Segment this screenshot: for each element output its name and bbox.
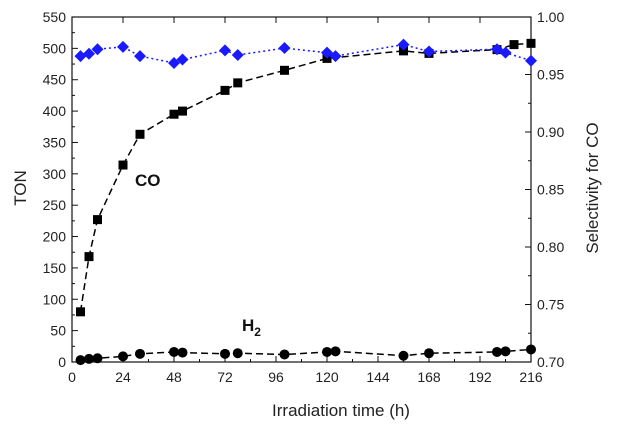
y-tick-label: 100 bbox=[43, 291, 67, 307]
series-line-co bbox=[79, 42, 532, 312]
x-axis-title: Irradiation time (h) bbox=[272, 401, 410, 420]
y2-tick-label: 0.90 bbox=[537, 124, 564, 140]
data-point-co bbox=[169, 109, 179, 119]
data-point-selectivity-for-co bbox=[525, 54, 537, 67]
data-point-h2 bbox=[500, 346, 511, 357]
series-selectivity-for-co bbox=[74, 38, 537, 69]
x-tick-label: 96 bbox=[268, 369, 284, 385]
data-point-selectivity-for-co bbox=[231, 48, 244, 61]
data-point-h2 bbox=[492, 346, 502, 357]
x-tick-label: 216 bbox=[519, 369, 543, 385]
y2-tick-label: 0.95 bbox=[537, 67, 564, 83]
data-point-selectivity-for-co bbox=[423, 45, 435, 58]
data-point-h2 bbox=[118, 351, 128, 362]
data-point-h2 bbox=[279, 349, 290, 360]
axis-ticks: 0 24 48 72 96 120 144 168 192 216 0 50 100 150 200 250 3… bbox=[43, 9, 565, 385]
y-tick-label: 400 bbox=[43, 103, 67, 119]
data-point-selectivity-for-co bbox=[176, 53, 189, 66]
y-tick-label: 500 bbox=[43, 40, 67, 56]
data-point-selectivity-for-co bbox=[134, 50, 146, 63]
data-point-co bbox=[509, 40, 519, 50]
data-point-co bbox=[76, 307, 85, 317]
data-point-selectivity-for-co bbox=[278, 42, 291, 55]
x-tick-label: 48 bbox=[166, 369, 182, 385]
data-point-h2 bbox=[75, 355, 86, 366]
y-axis-title: TON bbox=[11, 170, 30, 206]
x-tick-label: 0 bbox=[68, 369, 76, 385]
data-point-selectivity-for-co bbox=[74, 50, 87, 63]
co-series-label: CO bbox=[135, 171, 161, 190]
y2-tick-label: 1.00 bbox=[537, 9, 564, 25]
h2-label-main: H bbox=[242, 316, 254, 335]
y-tick-label: 300 bbox=[43, 166, 67, 182]
y-tick-label: 0 bbox=[58, 354, 66, 370]
data-point-selectivity-for-co bbox=[219, 44, 231, 57]
x-tick-label: 120 bbox=[315, 369, 339, 385]
x-tick-label: 144 bbox=[366, 369, 390, 385]
data-point-selectivity-for-co bbox=[91, 43, 104, 56]
data-point-co bbox=[220, 85, 230, 95]
data-point-h2 bbox=[526, 344, 536, 355]
series-h2 bbox=[75, 344, 536, 366]
x-tick-label: 72 bbox=[217, 369, 233, 385]
data-point-h2 bbox=[424, 348, 434, 359]
data-point-h2 bbox=[330, 346, 341, 357]
y-tick-label: 350 bbox=[43, 134, 67, 150]
data-point-h2 bbox=[220, 348, 230, 359]
data-point-selectivity-for-co bbox=[83, 47, 95, 60]
data-point-co bbox=[178, 106, 187, 116]
data-point-h2 bbox=[92, 353, 103, 364]
data-point-h2 bbox=[232, 348, 243, 359]
data-point-co bbox=[233, 78, 243, 88]
data-point-co bbox=[118, 160, 128, 170]
y2-tick-label: 0.70 bbox=[537, 354, 564, 370]
data-point-selectivity-for-co bbox=[499, 46, 512, 59]
x-tick-label: 168 bbox=[417, 369, 441, 385]
data-point-co bbox=[93, 215, 102, 225]
y2-axis-title: Selectivity for CO bbox=[583, 122, 602, 253]
y2-tick-label: 0.75 bbox=[537, 297, 564, 313]
data-point-h2 bbox=[135, 348, 145, 359]
y2-tick-label: 0.85 bbox=[537, 182, 564, 198]
data-point-h2 bbox=[322, 346, 332, 357]
y-tick-label: 450 bbox=[43, 72, 67, 88]
data-point-h2 bbox=[177, 347, 188, 358]
h2-series-label: H2 bbox=[242, 316, 261, 339]
data-point-h2 bbox=[84, 353, 94, 364]
data-point-co bbox=[280, 65, 289, 75]
data-point-co bbox=[526, 38, 536, 48]
y-tick-label: 150 bbox=[43, 260, 67, 276]
y-tick-label: 200 bbox=[43, 229, 67, 245]
data-point-co bbox=[84, 252, 94, 262]
data-point-selectivity-for-co bbox=[117, 40, 129, 53]
y-tick-label: 50 bbox=[50, 323, 66, 339]
x-tick-label: 192 bbox=[468, 369, 492, 385]
y-tick-label: 550 bbox=[43, 9, 67, 25]
series-line-h2 bbox=[80, 348, 532, 361]
data-point-h2 bbox=[398, 350, 409, 361]
y-tick-label: 250 bbox=[43, 197, 67, 213]
series-layer bbox=[74, 38, 537, 366]
y2-tick-label: 0.80 bbox=[537, 239, 564, 255]
data-point-selectivity-for-co bbox=[397, 38, 410, 51]
data-point-h2 bbox=[169, 346, 179, 357]
x-tick-label: 24 bbox=[115, 369, 131, 385]
series-line-selectivity-for-co bbox=[80, 43, 532, 64]
data-point-selectivity-for-co bbox=[329, 50, 342, 63]
data-point-co bbox=[399, 46, 408, 56]
h2-label-subscript: 2 bbox=[254, 325, 261, 339]
data-point-co bbox=[135, 129, 145, 139]
